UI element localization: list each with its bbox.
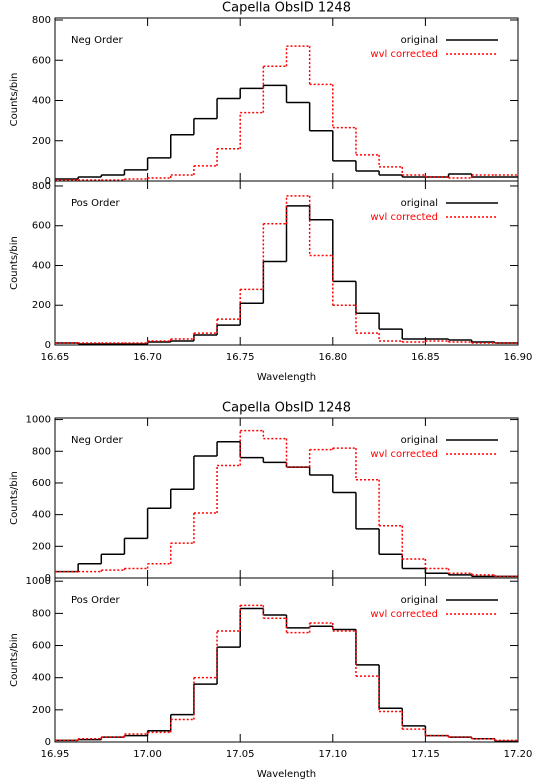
legend-label: original: [401, 595, 438, 606]
x-tick-label: 16.90: [504, 352, 533, 363]
y-tick-label: 1000: [26, 415, 51, 426]
x-tick-label: 16.70: [133, 352, 162, 363]
x-tick-label: 17.15: [411, 749, 440, 760]
y-tick-label: 400: [32, 260, 51, 271]
legend-label: original: [401, 35, 438, 46]
y-tick-label: 400: [32, 510, 51, 521]
y-tick-label: 400: [32, 673, 51, 684]
panel-label: Neg Order: [71, 35, 123, 46]
x-tick-label: 16.95: [41, 749, 70, 760]
panel-label: Pos Order: [71, 595, 120, 606]
x-tick-label: 17.20: [504, 749, 533, 760]
y-tick-label: 200: [32, 705, 51, 716]
y-tick-label: 0: [45, 176, 51, 187]
y-tick-label: 200: [32, 541, 51, 552]
y-tick-label: 200: [32, 136, 51, 147]
y-tick-label: 800: [32, 15, 51, 26]
legend-label: wvl corrected: [370, 609, 438, 620]
x-axis-label: Wavelength: [257, 372, 316, 383]
y-tick-label: 600: [32, 55, 51, 66]
y-axis-label: Counts/bin: [9, 73, 20, 127]
chart-title: Capella ObsID 1248: [222, 1, 351, 16]
plot-frame: [54, 180, 519, 346]
x-tick-label: 17.05: [226, 749, 255, 760]
legend-label: wvl corrected: [370, 49, 438, 60]
legend-label: wvl corrected: [370, 449, 438, 460]
y-tick-label: 800: [32, 608, 51, 619]
y-tick-label: 0: [45, 573, 51, 584]
y-axis-label: Counts/bin: [9, 471, 20, 525]
panel-label: Pos Order: [71, 198, 120, 209]
y-tick-label: 600: [32, 478, 51, 489]
y-tick-label: 400: [32, 96, 51, 107]
y-tick-label: 800: [32, 181, 51, 192]
legend-label: original: [401, 435, 438, 446]
y-axis-label: Counts/bin: [9, 633, 20, 687]
x-axis-label: Wavelength: [257, 769, 316, 780]
y-tick-label: 1000: [26, 576, 51, 587]
x-tick-label: 16.85: [411, 352, 440, 363]
chart-title: Capella ObsID 1248: [222, 401, 351, 416]
y-tick-label: 600: [32, 221, 51, 232]
plot-frame: [54, 577, 519, 743]
x-tick-label: 16.65: [41, 352, 70, 363]
y-tick-label: 600: [32, 641, 51, 652]
y-tick-label: 200: [32, 300, 51, 311]
y-tick-label: 0: [45, 737, 51, 748]
y-tick-label: 0: [45, 340, 51, 351]
x-tick-label: 16.80: [318, 352, 347, 363]
legend-label: original: [401, 198, 438, 209]
y-axis-label: Counts/bin: [9, 236, 20, 290]
y-tick-label: 800: [32, 446, 51, 457]
x-tick-label: 16.75: [226, 352, 255, 363]
legend-label: wvl corrected: [370, 212, 438, 223]
x-tick-label: 17.00: [133, 749, 162, 760]
panel-label: Neg Order: [71, 435, 123, 446]
x-tick-label: 17.10: [318, 749, 347, 760]
